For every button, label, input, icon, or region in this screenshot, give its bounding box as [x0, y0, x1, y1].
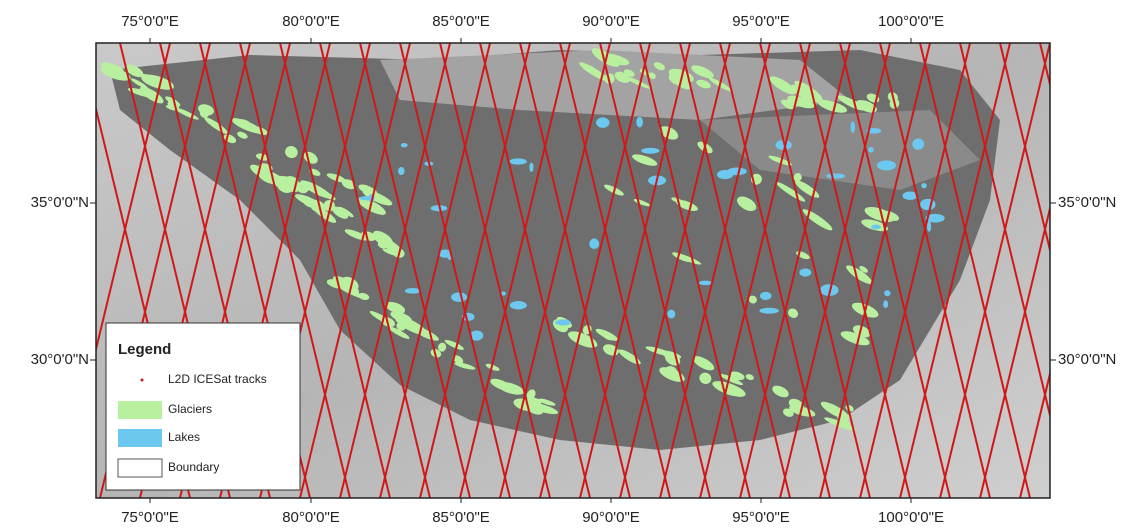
lake: [451, 292, 467, 302]
legend-label: Glaciers: [168, 402, 212, 416]
lake: [589, 238, 599, 249]
legend-swatch: [141, 379, 144, 382]
lake: [398, 167, 404, 175]
track: [1080, 43, 1139, 498]
lake: [851, 121, 855, 132]
track: [1040, 43, 1139, 498]
lat-label: 35°0'0"N: [1058, 194, 1116, 211]
lon-label: 100°0'0"E: [878, 13, 944, 30]
legend-swatch: [118, 459, 162, 477]
lon-label: 75°0'0"E: [121, 13, 179, 30]
lon-label: 95°0'0"E: [732, 509, 790, 526]
lake: [921, 183, 927, 188]
legend-label: Boundary: [168, 460, 219, 474]
lake: [636, 117, 643, 128]
lake: [877, 160, 896, 170]
map-figure: 75°0'0"E 75°0'0"E 80°0'0"E 80°0'0"E 85°0'0"E…: [0, 0, 1139, 531]
lake: [826, 173, 845, 178]
lake: [760, 292, 772, 300]
lon-label: 85°0'0"E: [432, 509, 490, 526]
legend-title: Legend: [118, 341, 171, 358]
lake: [871, 225, 881, 230]
track: [1060, 43, 1139, 498]
lake: [596, 117, 609, 128]
lake: [401, 143, 408, 147]
legend-swatch: [118, 401, 162, 419]
lat-label: 30°0'0"N: [31, 351, 89, 368]
legend-label: Lakes: [168, 430, 200, 444]
lake: [883, 300, 888, 308]
lake: [912, 139, 924, 150]
lake: [667, 310, 675, 319]
lon-label: 75°0'0"E: [121, 509, 179, 526]
lake: [727, 168, 747, 176]
lake: [641, 148, 659, 154]
lake: [405, 288, 421, 294]
lon-label: 90°0'0"E: [582, 13, 640, 30]
lat-label: 35°0'0"N: [31, 194, 89, 211]
legend-label: L2D ICESat tracks: [168, 372, 267, 386]
lon-label: 80°0'0"E: [282, 13, 340, 30]
lake: [555, 319, 571, 325]
lake: [699, 281, 712, 286]
lon-label: 85°0'0"E: [432, 13, 490, 30]
lake: [509, 158, 527, 164]
lake: [759, 308, 778, 314]
lat-label: 30°0'0"N: [1058, 351, 1116, 368]
lake: [920, 199, 936, 210]
lake: [799, 268, 811, 276]
lake: [529, 163, 533, 172]
lon-label: 95°0'0"E: [732, 13, 790, 30]
lake: [868, 147, 874, 153]
legend-swatch: [118, 429, 162, 447]
lon-label: 90°0'0"E: [582, 509, 640, 526]
lon-label: 100°0'0"E: [878, 509, 944, 526]
lake: [510, 301, 527, 309]
lon-label: 80°0'0"E: [282, 509, 340, 526]
legend: Legend L2D ICESat tracks Glaciers Lakes …: [106, 323, 300, 490]
lake: [884, 290, 890, 296]
